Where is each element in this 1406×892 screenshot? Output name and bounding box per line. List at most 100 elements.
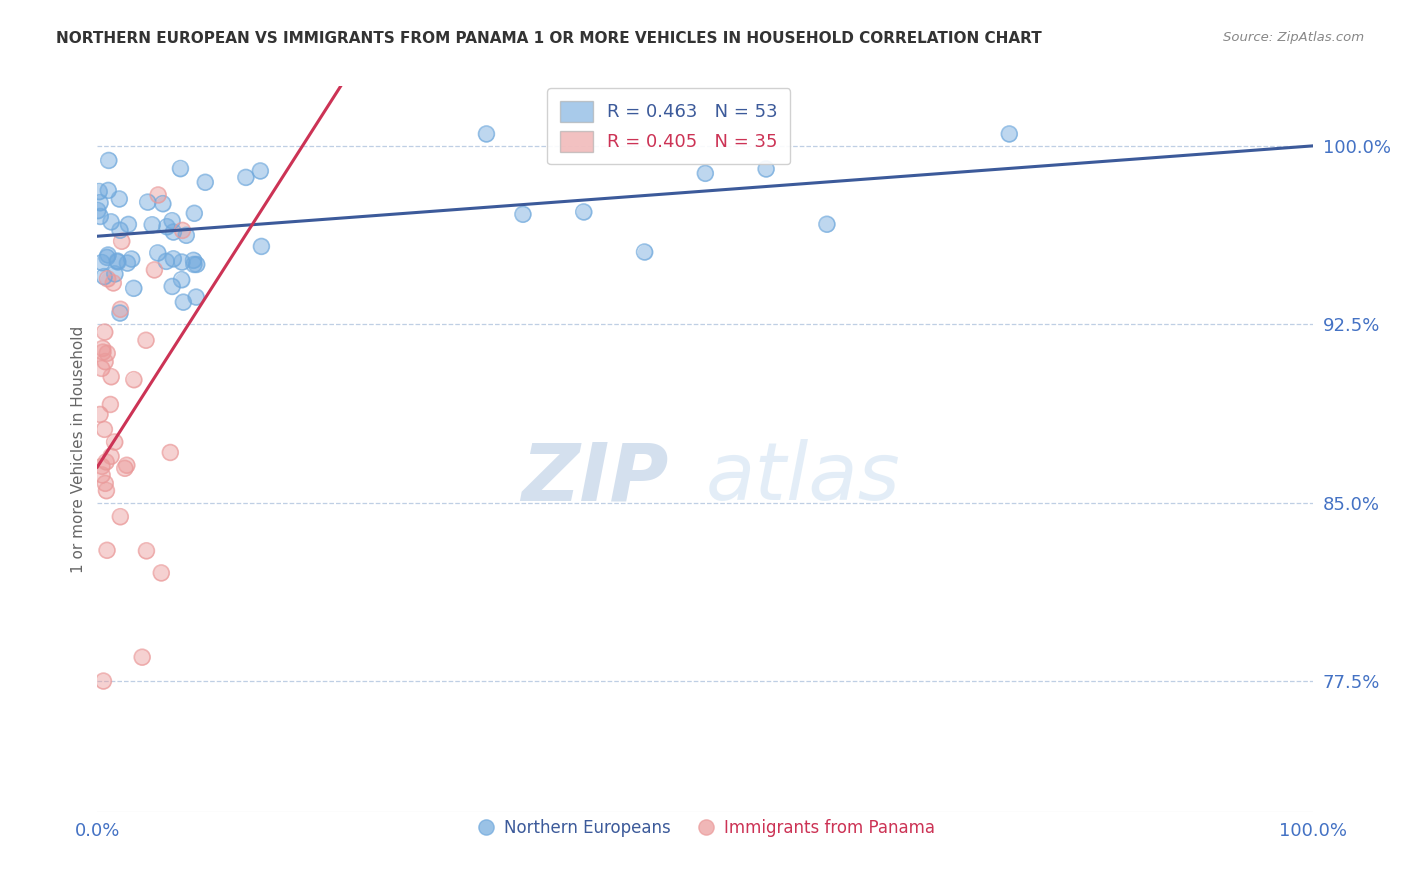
Point <box>512 207 534 221</box>
Point <box>89 408 111 422</box>
Point <box>186 258 208 272</box>
Y-axis label: 1 or more Vehicles in Household: 1 or more Vehicles in Household <box>72 326 86 573</box>
Point <box>183 257 205 271</box>
Point <box>184 290 207 304</box>
Point <box>103 276 125 290</box>
Point <box>172 295 194 310</box>
Point <box>172 223 194 237</box>
Point <box>105 254 128 268</box>
Point <box>170 255 193 269</box>
Point <box>87 203 110 218</box>
Point <box>94 455 117 469</box>
Point <box>170 255 193 269</box>
Point <box>183 206 205 220</box>
Point <box>122 281 145 295</box>
Point <box>90 361 112 376</box>
Point <box>100 215 122 229</box>
Point <box>755 161 778 176</box>
Point <box>110 509 132 524</box>
Point <box>146 246 169 260</box>
Point <box>105 254 128 268</box>
Point <box>250 239 273 253</box>
Point <box>108 223 131 237</box>
Point <box>97 248 120 262</box>
Point <box>135 333 157 347</box>
Point <box>91 345 114 359</box>
Point <box>108 192 131 206</box>
Point <box>96 543 118 558</box>
Point <box>114 461 136 475</box>
Point <box>186 258 208 272</box>
Point <box>94 354 117 368</box>
Point <box>90 361 112 376</box>
Point <box>111 235 134 249</box>
Point <box>108 306 131 320</box>
Point <box>135 543 157 558</box>
Point <box>155 254 177 268</box>
Point <box>104 267 127 281</box>
Text: ZIP: ZIP <box>522 439 669 517</box>
Point <box>110 302 132 317</box>
Point <box>183 253 205 268</box>
Point <box>93 269 115 284</box>
Point <box>97 153 120 168</box>
Point <box>96 346 118 360</box>
Point <box>141 218 163 232</box>
Point <box>89 195 111 210</box>
Point <box>91 255 114 269</box>
Point <box>235 170 257 185</box>
Point <box>998 127 1021 141</box>
Point <box>89 185 111 199</box>
Point <box>104 435 127 450</box>
Point <box>89 210 111 224</box>
Point <box>136 195 159 210</box>
Point <box>184 290 207 304</box>
Point <box>110 509 132 524</box>
Point <box>172 295 194 310</box>
Point <box>998 127 1021 141</box>
Point <box>150 566 173 580</box>
Point <box>146 188 169 202</box>
Text: NORTHERN EUROPEAN VS IMMIGRANTS FROM PANAMA 1 OR MORE VEHICLES IN HOUSEHOLD CORR: NORTHERN EUROPEAN VS IMMIGRANTS FROM PAN… <box>56 31 1042 46</box>
Point <box>174 228 197 243</box>
Point <box>159 445 181 459</box>
Point <box>135 543 157 558</box>
Point <box>89 185 111 199</box>
Point <box>89 195 111 210</box>
Point <box>152 196 174 211</box>
Text: Source: ZipAtlas.com: Source: ZipAtlas.com <box>1223 31 1364 45</box>
Point <box>146 246 169 260</box>
Point <box>159 445 181 459</box>
Legend: Northern Europeans, Immigrants from Panama: Northern Europeans, Immigrants from Pana… <box>470 812 942 844</box>
Point <box>93 674 115 689</box>
Point <box>162 225 184 239</box>
Point <box>160 279 183 293</box>
Point <box>156 219 179 234</box>
Point <box>96 272 118 286</box>
Point <box>93 674 115 689</box>
Point <box>94 476 117 491</box>
Point <box>100 450 122 464</box>
Point <box>94 476 117 491</box>
Point <box>96 346 118 360</box>
Point <box>169 161 191 176</box>
Point <box>104 435 127 450</box>
Point <box>96 251 118 265</box>
Point <box>194 175 217 189</box>
Point <box>131 650 153 665</box>
Point <box>249 164 271 178</box>
Point <box>110 302 132 317</box>
Point <box>136 195 159 210</box>
Point <box>250 239 273 253</box>
Point <box>162 225 184 239</box>
Point <box>91 342 114 356</box>
Point <box>91 342 114 356</box>
Point <box>194 175 217 189</box>
Point <box>695 166 717 180</box>
Point <box>183 206 205 220</box>
Point <box>90 459 112 474</box>
Point <box>249 164 271 178</box>
Point <box>169 161 191 176</box>
Point <box>96 272 118 286</box>
Point <box>108 306 131 320</box>
